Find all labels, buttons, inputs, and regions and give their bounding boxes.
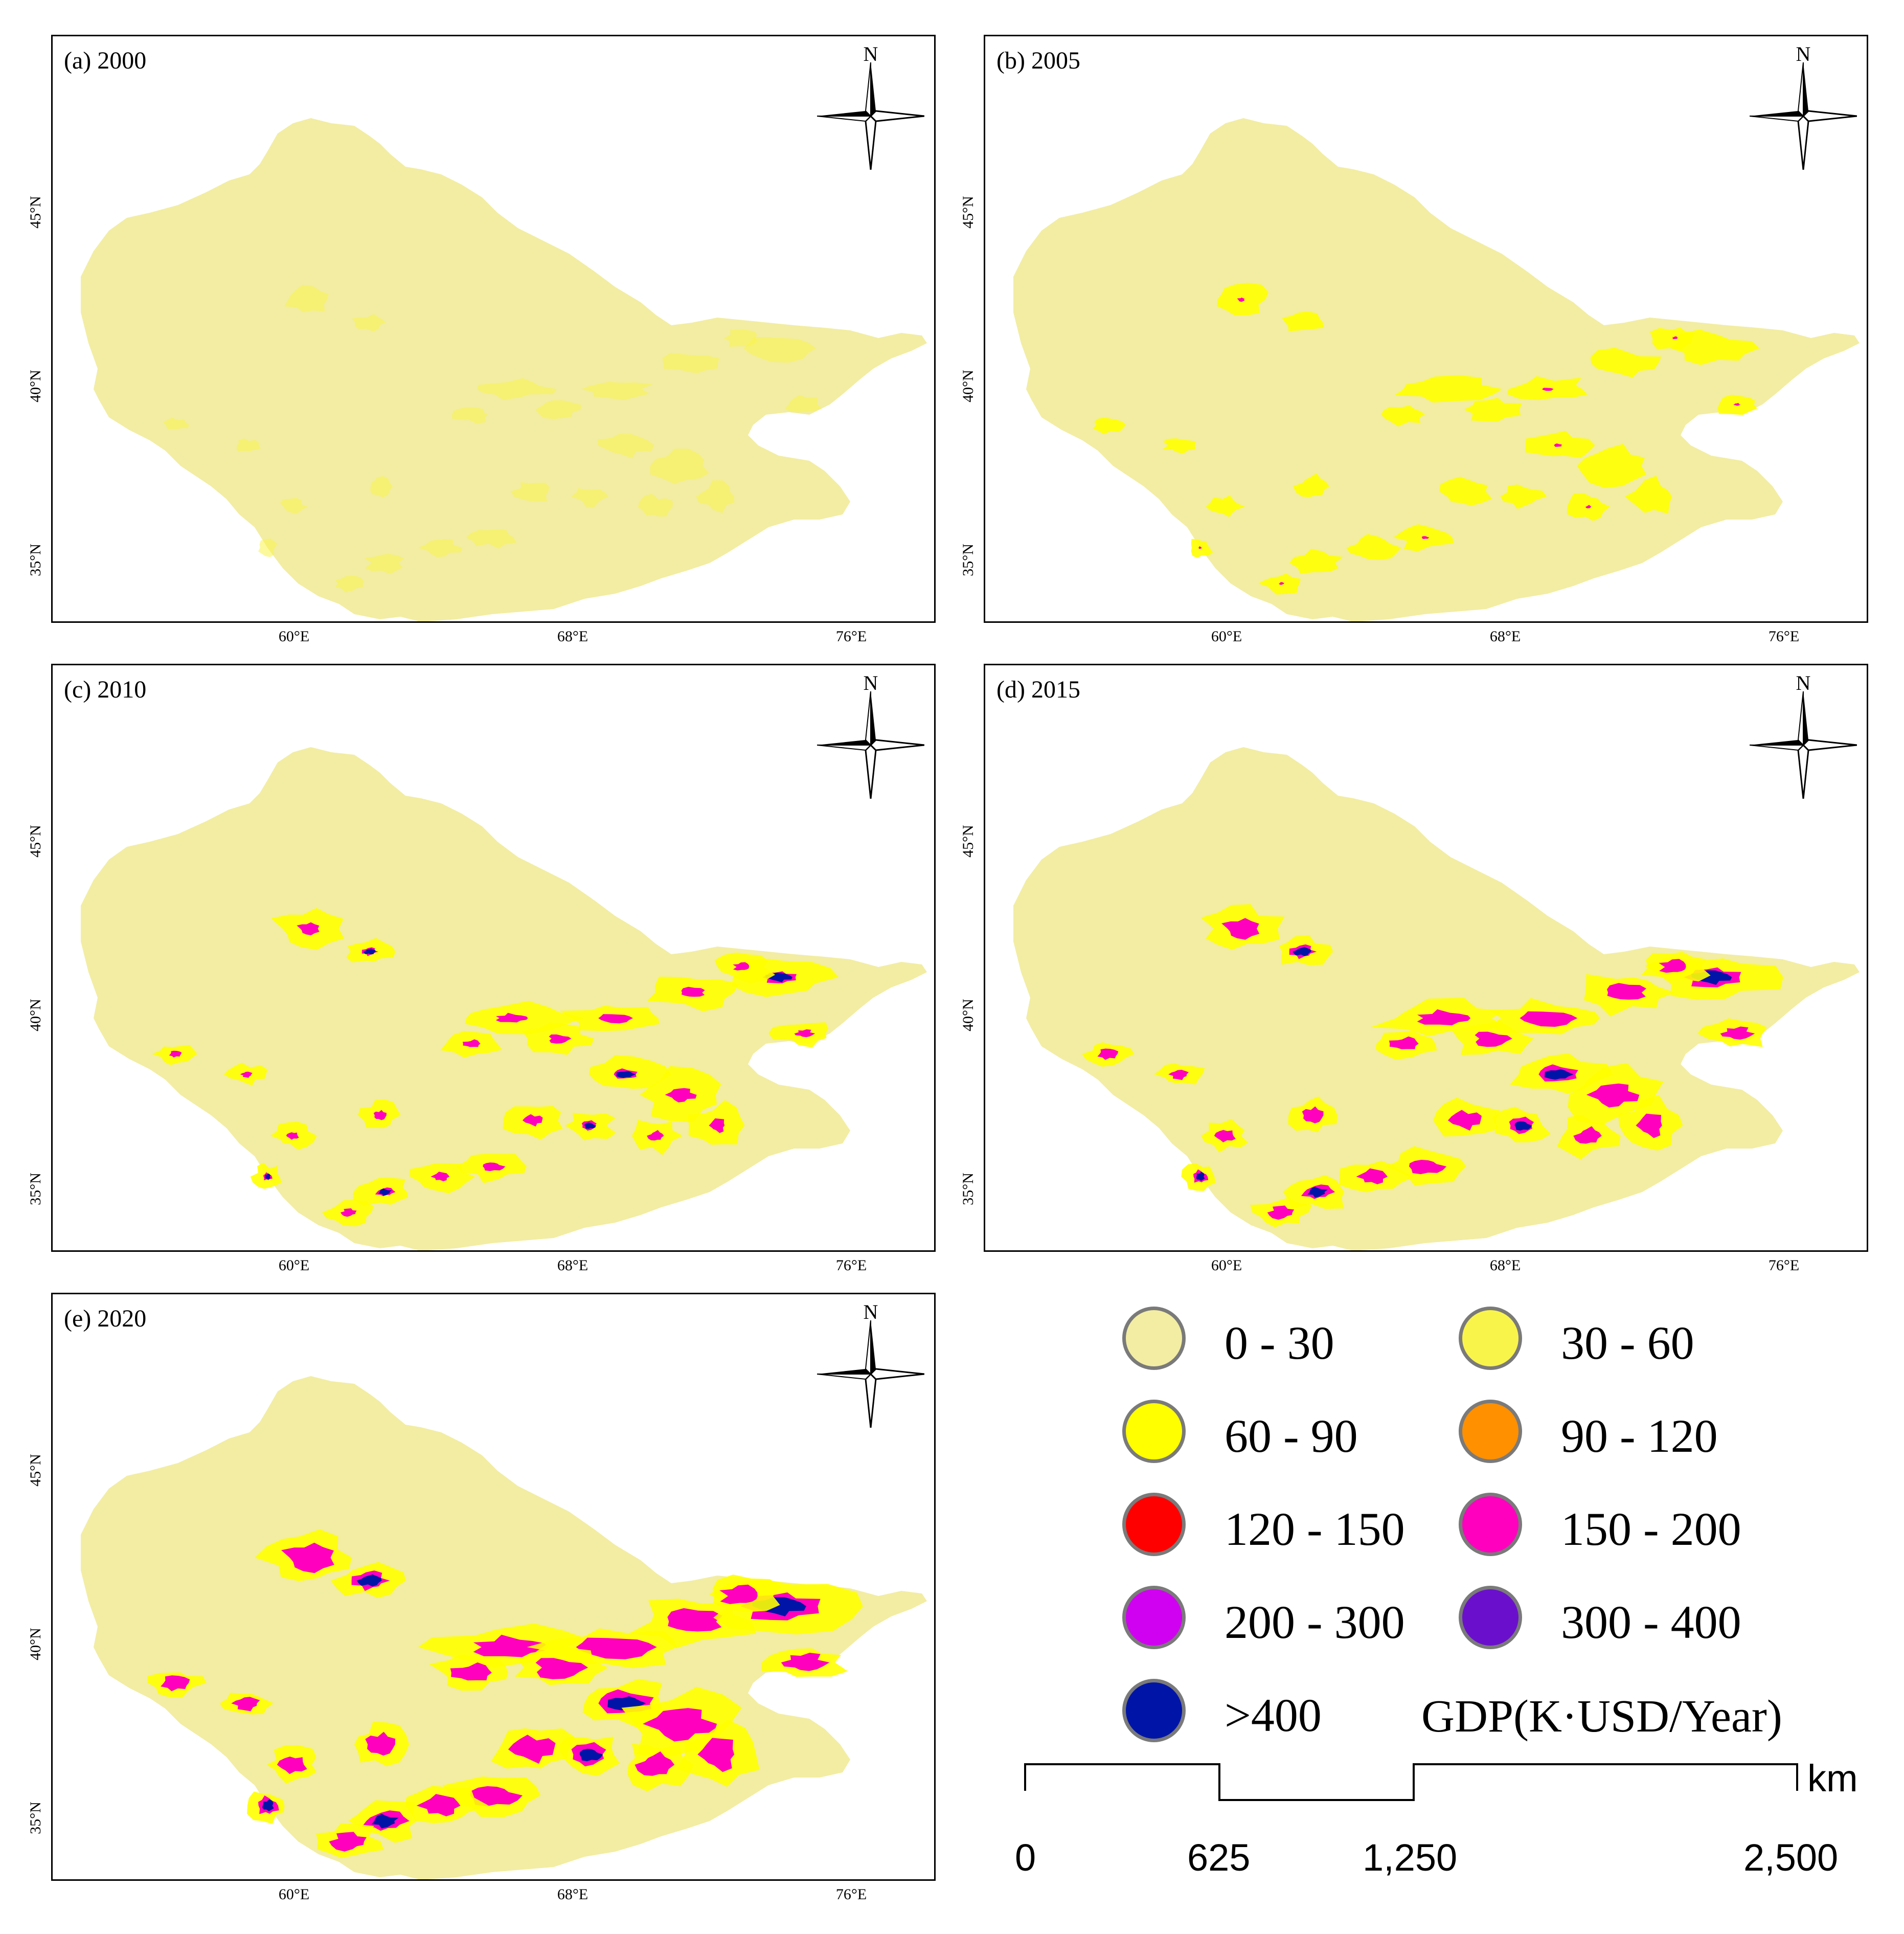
legend-swatch-90-120 bbox=[1459, 1400, 1522, 1463]
x-tick-label: 76°E bbox=[835, 1886, 867, 1903]
panel-title: (e) 2020 bbox=[64, 1305, 147, 1332]
x-tick-label: 76°E bbox=[835, 1257, 867, 1274]
scale-label-2500: 2,500 bbox=[1743, 1836, 1839, 1879]
scale-unit: km bbox=[1807, 1757, 1858, 1800]
y-tick-label: 40°N bbox=[27, 370, 44, 402]
legend-label: 60 - 90 bbox=[1225, 1410, 1358, 1462]
legend-label: 30 - 60 bbox=[1561, 1317, 1694, 1369]
legend-title: GDP(K·USD/Year) bbox=[1421, 1691, 1782, 1742]
map-canvas bbox=[81, 747, 927, 1250]
x-tick-label: 68°E bbox=[557, 1257, 588, 1274]
x-tick-label: 68°E bbox=[1489, 628, 1521, 645]
y-tick-label: 40°N bbox=[27, 1628, 44, 1660]
legend-swatch-150-200 bbox=[1459, 1493, 1522, 1556]
legend-label: >400 bbox=[1225, 1689, 1322, 1741]
north-label: N bbox=[1796, 42, 1811, 65]
x-tick-label: 68°E bbox=[557, 1886, 588, 1903]
scale-bar-line bbox=[1024, 1763, 1798, 1801]
legend-label: 200 - 300 bbox=[1225, 1596, 1405, 1648]
map-canvas bbox=[1013, 118, 1860, 621]
y-tick-label: 40°N bbox=[27, 999, 44, 1031]
y-tick-label: 45°N bbox=[960, 825, 977, 858]
y-tick-label: 35°N bbox=[960, 1173, 977, 1205]
x-tick-label: 60°E bbox=[1211, 628, 1242, 645]
map-panel-2020: (e) 2020 bbox=[51, 1293, 936, 1881]
legend-swatch-0-30 bbox=[1122, 1307, 1186, 1370]
legend-label: 300 - 400 bbox=[1561, 1596, 1741, 1648]
legend-swatch-over-400 bbox=[1122, 1679, 1186, 1742]
scale-label-1250: 1,250 bbox=[1363, 1836, 1458, 1879]
x-tick-label: 60°E bbox=[1211, 1257, 1242, 1274]
compass-rose-icon bbox=[817, 62, 924, 170]
map-panel-2015: (d) 2015 bbox=[984, 664, 1868, 1252]
y-tick-label: 35°N bbox=[960, 544, 977, 576]
north-arrow-icon: N bbox=[1750, 671, 1857, 799]
north-label: N bbox=[863, 1300, 878, 1323]
north-label: N bbox=[863, 42, 878, 65]
legend-label: 90 - 120 bbox=[1561, 1410, 1718, 1462]
map-canvas bbox=[81, 118, 927, 621]
legend-swatch-120-150 bbox=[1122, 1493, 1186, 1556]
north-arrow-icon: N bbox=[817, 671, 924, 799]
north-arrow-icon: N bbox=[817, 42, 924, 170]
panel-title: (a) 2000 bbox=[64, 47, 147, 74]
compass-rose-icon bbox=[817, 1320, 924, 1428]
scale-bar: km 0 625 1,250 2,500 bbox=[1015, 1749, 1858, 1902]
y-tick-label: 45°N bbox=[960, 196, 977, 229]
legend-label: 0 - 30 bbox=[1225, 1317, 1334, 1369]
y-tick-label: 45°N bbox=[27, 825, 44, 858]
legend-swatch-30-60 bbox=[1459, 1307, 1522, 1370]
x-tick-label: 76°E bbox=[1768, 1257, 1800, 1274]
north-label: N bbox=[1796, 671, 1811, 694]
x-tick-label: 68°E bbox=[1489, 1257, 1521, 1274]
map-panel-2010: (c) 2010 bbox=[51, 664, 936, 1252]
x-tick-label: 76°E bbox=[1768, 628, 1800, 645]
map-canvas bbox=[1013, 747, 1860, 1250]
compass-rose-icon bbox=[817, 691, 924, 799]
legend-swatch-60-90 bbox=[1122, 1400, 1186, 1463]
scale-label-0: 0 bbox=[1015, 1836, 1036, 1879]
y-tick-label: 40°N bbox=[960, 370, 977, 402]
x-tick-label: 60°E bbox=[278, 1886, 310, 1903]
scale-label-625: 625 bbox=[1187, 1836, 1251, 1879]
panel-title: (c) 2010 bbox=[64, 676, 147, 703]
legend-swatch-300-400 bbox=[1459, 1586, 1522, 1649]
panel-title: (b) 2005 bbox=[996, 47, 1080, 74]
compass-rose-icon bbox=[1750, 62, 1857, 170]
y-tick-label: 35°N bbox=[27, 1173, 44, 1205]
compass-rose-icon bbox=[1750, 691, 1857, 799]
north-label: N bbox=[863, 671, 878, 694]
y-tick-label: 40°N bbox=[960, 999, 977, 1031]
map-panel-2000: (a) 2000 bbox=[51, 35, 936, 623]
y-tick-label: 35°N bbox=[27, 544, 44, 576]
x-tick-label: 68°E bbox=[557, 628, 588, 645]
north-arrow-icon: N bbox=[817, 1300, 924, 1428]
legend-label: 120 - 150 bbox=[1225, 1503, 1405, 1555]
y-tick-label: 45°N bbox=[27, 1454, 44, 1487]
map-panel-2005: (b) 2005 bbox=[984, 35, 1868, 623]
x-tick-label: 60°E bbox=[278, 628, 310, 645]
north-arrow-icon: N bbox=[1750, 42, 1857, 170]
x-tick-label: 60°E bbox=[278, 1257, 310, 1274]
panel-title: (d) 2015 bbox=[996, 676, 1080, 703]
map-canvas bbox=[81, 1376, 927, 1879]
legend-label: 150 - 200 bbox=[1561, 1503, 1741, 1555]
y-tick-label: 45°N bbox=[27, 196, 44, 229]
legend-swatch-200-300 bbox=[1122, 1586, 1186, 1649]
x-tick-label: 76°E bbox=[835, 628, 867, 645]
y-tick-label: 35°N bbox=[27, 1802, 44, 1834]
